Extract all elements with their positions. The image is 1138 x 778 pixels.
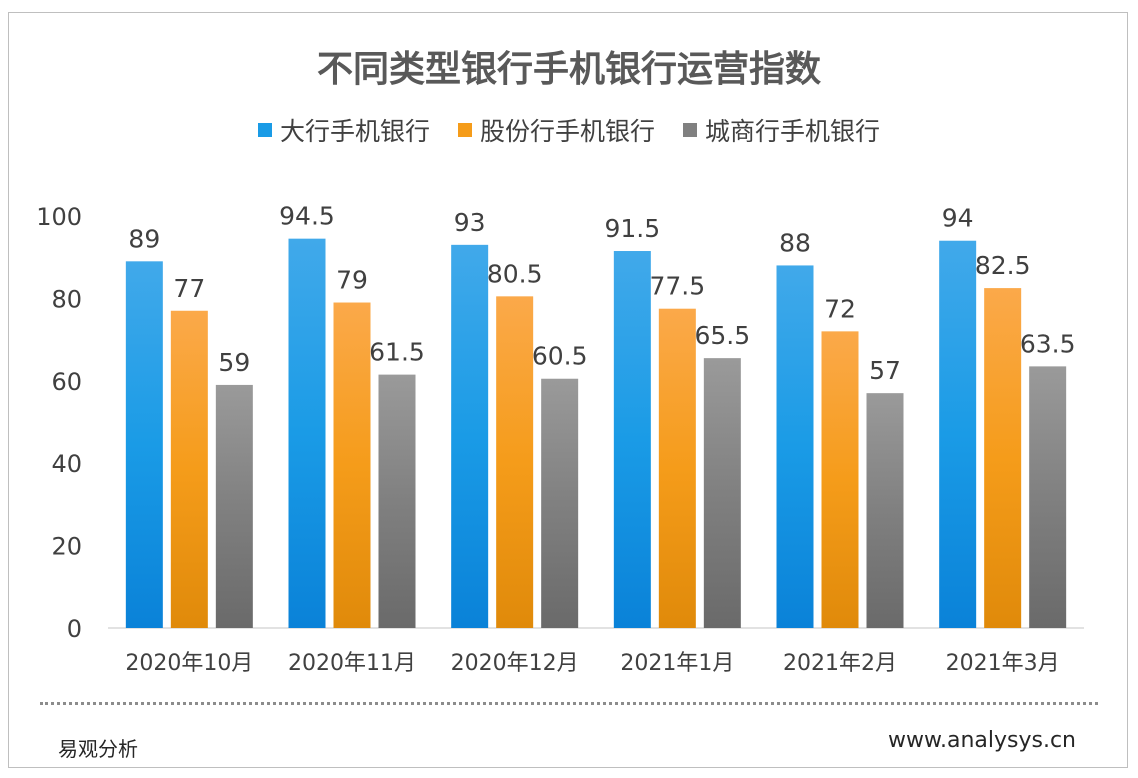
- website-link[interactable]: www.analysys.cn: [888, 728, 1076, 753]
- data-label: 57: [869, 356, 901, 385]
- y-tick-label: 80: [51, 285, 82, 313]
- bar: [215, 384, 253, 628]
- x-tick-label: 2020年12月: [451, 651, 579, 676]
- data-label: 63.5: [1020, 329, 1076, 358]
- x-axis-labels: 2020年10月 2020年11月 2020年12月 2021年1月 2021年2月 20…: [125, 651, 1059, 676]
- data-label: 72: [824, 294, 856, 323]
- data-label: 94.5: [279, 202, 335, 231]
- y-tick-label: 100: [36, 203, 82, 231]
- data-label: 77: [173, 274, 205, 303]
- y-tick-label: 20: [51, 533, 82, 561]
- y-tick-label: 0: [67, 615, 82, 643]
- legend: 大行手机银行 股份行手机银行 城商行手机银行: [0, 112, 1138, 148]
- source-label: 易观分析: [58, 737, 138, 761]
- bar: [866, 393, 904, 628]
- bar: [984, 288, 1022, 628]
- bar: [333, 302, 371, 628]
- bar: [776, 265, 814, 628]
- legend-swatch-city-banks: [683, 123, 697, 137]
- data-label: 77.5: [649, 272, 705, 301]
- bars: [125, 238, 1067, 628]
- data-label: 79: [336, 266, 368, 295]
- data-label: 80.5: [487, 259, 543, 288]
- bar: [703, 358, 741, 628]
- x-tick-label: 2021年1月: [620, 651, 734, 676]
- bar: [125, 261, 163, 628]
- bar: [658, 308, 696, 628]
- bar: [541, 378, 579, 628]
- bar: [1029, 366, 1067, 628]
- footer-divider: [40, 702, 1098, 705]
- bar: [821, 331, 859, 628]
- data-label: 82.5: [975, 251, 1031, 280]
- legend-item-city-banks: 城商行手机银行: [683, 112, 880, 148]
- y-tick-label: 40: [51, 450, 82, 478]
- bar: [170, 310, 208, 628]
- bar: [613, 251, 651, 628]
- data-label: 94: [942, 204, 974, 233]
- bar: [378, 374, 416, 628]
- legend-item-major-banks: 大行手机银行: [257, 112, 430, 148]
- data-label: 93: [454, 208, 486, 237]
- x-tick-label: 2020年11月: [288, 651, 416, 676]
- data-label: 60.5: [532, 342, 588, 371]
- bar: [451, 244, 489, 628]
- data-label: 89: [128, 224, 160, 253]
- data-label: 65.5: [694, 321, 750, 350]
- y-tick-label: 60: [51, 368, 82, 396]
- legend-swatch-joint-stock-banks: [457, 123, 472, 137]
- x-tick-label: 2020年10月: [125, 651, 253, 676]
- bar: [939, 240, 977, 628]
- data-label: 61.5: [369, 338, 425, 367]
- bar: [496, 296, 534, 628]
- legend-swatch-major-banks: [257, 123, 272, 137]
- data-label: 59: [218, 348, 250, 377]
- bar: [288, 238, 326, 628]
- data-label: 91.5: [604, 214, 660, 243]
- legend-item-joint-stock-banks: 股份行手机银行: [457, 112, 655, 148]
- chart-title: 不同类型银行手机银行运营指数: [316, 49, 821, 90]
- x-tick-label: 2021年3月: [946, 651, 1060, 676]
- x-tick-label: 2021年2月: [783, 651, 897, 676]
- y-axis-labels: 0 20 40 60 80 100: [36, 203, 82, 643]
- legend-label-joint-stock-banks: 股份行手机银行: [479, 117, 655, 146]
- legend-label-major-banks: 大行手机银行: [279, 117, 430, 146]
- data-label: 88: [779, 228, 811, 257]
- legend-label-city-banks: 城商行手机银行: [705, 117, 881, 146]
